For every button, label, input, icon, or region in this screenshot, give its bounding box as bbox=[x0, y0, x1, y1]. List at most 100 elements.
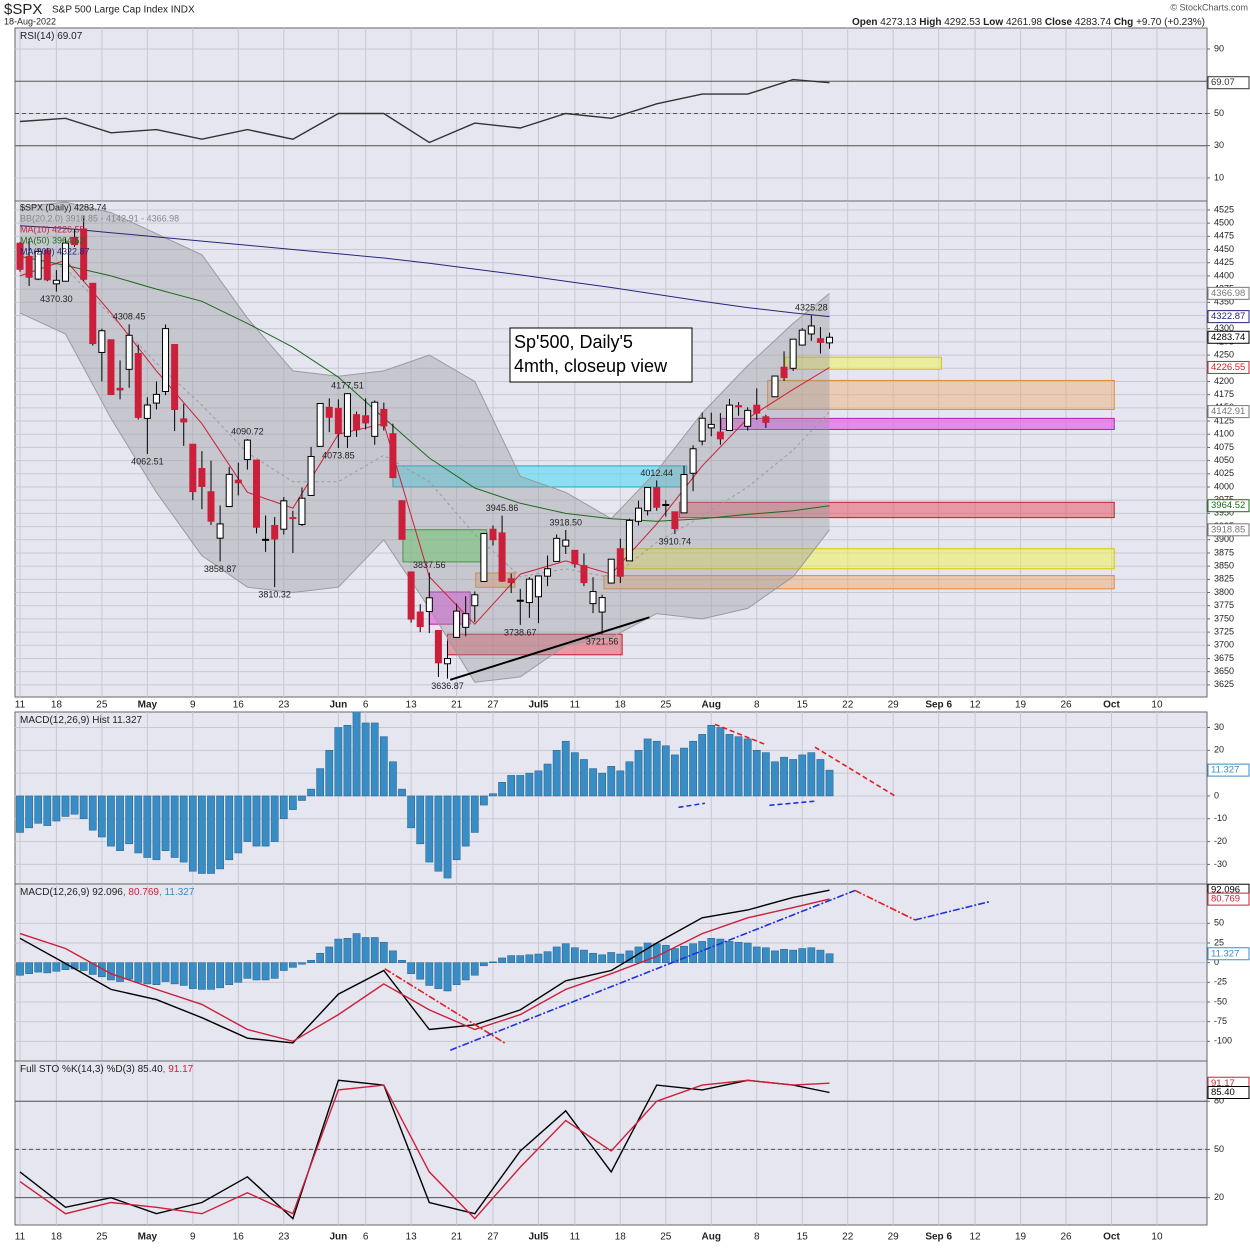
histogram-bar bbox=[243, 795, 252, 842]
value-label: 85.40 bbox=[1211, 1087, 1235, 1098]
value-box bbox=[1207, 1086, 1250, 1100]
y-tick-label: 4000 bbox=[1214, 481, 1234, 491]
candle-body bbox=[562, 539, 570, 547]
y-tick-label: 4050 bbox=[1214, 455, 1234, 465]
candle-body bbox=[80, 228, 88, 280]
legend-entry: $SPX (Daily) 4283.74 bbox=[20, 202, 107, 212]
candle-body bbox=[389, 433, 397, 479]
histogram-bar bbox=[507, 775, 516, 797]
y-tick-label: 80 bbox=[1214, 1096, 1224, 1106]
legend: RSI(14) 69.07 bbox=[20, 31, 83, 42]
series-line bbox=[19, 251, 830, 579]
histogram-bar bbox=[543, 763, 552, 797]
y-tick-label: 3650 bbox=[1214, 666, 1234, 676]
value-box bbox=[1207, 286, 1250, 300]
x-tick-label: 11 bbox=[15, 700, 26, 711]
trend-line bbox=[678, 802, 706, 809]
histogram-bar bbox=[507, 955, 516, 963]
candle-body bbox=[89, 282, 97, 345]
panel: 10 30 50 90 RSI(14) 69.07 69.07 bbox=[14, 27, 1250, 202]
candle-body bbox=[635, 507, 643, 522]
candle-body bbox=[671, 511, 679, 530]
y-tick-label: 30 bbox=[1214, 140, 1224, 150]
y-tick-label: 3725 bbox=[1214, 626, 1234, 636]
histogram-bar bbox=[707, 938, 716, 963]
y-tick-label: 0 bbox=[1214, 790, 1219, 800]
x-tick-label: 23 bbox=[278, 700, 290, 711]
y-tick-label: 0 bbox=[1214, 957, 1219, 967]
candle-body bbox=[171, 344, 179, 410]
histogram-bar bbox=[416, 795, 425, 845]
candle-body bbox=[453, 610, 461, 638]
histogram-bar bbox=[470, 962, 479, 976]
histogram-bar bbox=[434, 795, 443, 872]
histogram-bar bbox=[498, 957, 506, 963]
y-tick-label: 10 bbox=[1214, 172, 1224, 182]
series-line bbox=[19, 898, 830, 1043]
candle-body bbox=[553, 537, 561, 562]
price-label: 3918.50 bbox=[549, 517, 582, 527]
price-label: 4177.51 bbox=[331, 381, 364, 391]
histogram-bar bbox=[652, 740, 661, 797]
candle-body bbox=[116, 387, 124, 391]
histogram-bar bbox=[607, 766, 616, 797]
histogram-bar bbox=[316, 768, 325, 797]
histogram-bar bbox=[625, 761, 634, 797]
series-line bbox=[19, 1079, 830, 1220]
plot-content bbox=[15, 884, 1207, 1061]
candle-body bbox=[780, 366, 788, 379]
histogram-bar bbox=[116, 795, 124, 851]
histogram-bar bbox=[116, 962, 124, 982]
x-tick-label: 13 bbox=[406, 700, 418, 711]
candle-body bbox=[798, 329, 806, 346]
x-tick-label: 15 bbox=[797, 700, 809, 711]
candle-body bbox=[826, 336, 834, 344]
candle-body bbox=[571, 549, 579, 565]
y-tick-label: -100 bbox=[1214, 1036, 1232, 1046]
price-label: 3810.32 bbox=[258, 589, 291, 599]
value-box bbox=[1207, 499, 1250, 513]
x-tick-label: 22 bbox=[842, 700, 854, 711]
histogram-bar bbox=[170, 962, 179, 985]
histogram-bar bbox=[570, 947, 579, 963]
series-line bbox=[19, 78, 830, 144]
histogram-bar bbox=[561, 943, 570, 963]
histogram-bar bbox=[407, 795, 415, 829]
candle-body bbox=[625, 519, 633, 562]
price-label: 4325.28 bbox=[795, 303, 828, 313]
price-zone bbox=[678, 501, 1115, 519]
histogram-bar bbox=[179, 962, 188, 986]
quote-label: Open bbox=[852, 17, 878, 28]
histogram-bar bbox=[352, 933, 361, 963]
candle-body bbox=[416, 611, 424, 628]
candle-body bbox=[480, 533, 488, 582]
x-tick-label: Jun bbox=[329, 1232, 347, 1243]
histogram-bar bbox=[389, 761, 397, 797]
histogram-bar bbox=[725, 941, 734, 963]
y-tick-label: 3875 bbox=[1214, 547, 1234, 557]
trend-line bbox=[714, 723, 768, 746]
value-box bbox=[1207, 523, 1250, 537]
histogram-bar bbox=[780, 756, 788, 797]
index-name: S&P 500 Large Cap Index INDX bbox=[52, 5, 195, 16]
histogram-bar bbox=[261, 795, 270, 847]
y-tick-label: 3700 bbox=[1214, 640, 1234, 650]
x-tick-label: May bbox=[138, 1232, 158, 1243]
bollinger-band bbox=[20, 202, 830, 683]
candle-body bbox=[225, 473, 233, 508]
histogram-bar bbox=[598, 954, 606, 963]
candle-body bbox=[507, 578, 515, 584]
value-label: 92.096 bbox=[1211, 885, 1240, 896]
candle-body bbox=[662, 503, 670, 506]
candle-body bbox=[753, 404, 761, 414]
histogram-bar bbox=[480, 962, 488, 967]
note-text: 4mth, closeup view bbox=[514, 356, 668, 376]
series-line bbox=[19, 255, 830, 522]
candle-body bbox=[298, 497, 306, 525]
y-tick-label: 4075 bbox=[1214, 442, 1234, 452]
candle-body bbox=[362, 415, 370, 424]
x-tick-label: 19 bbox=[1015, 1232, 1027, 1243]
note-frame bbox=[509, 327, 693, 383]
series-line bbox=[19, 225, 830, 318]
x-tick-label: 18 bbox=[615, 1232, 627, 1243]
